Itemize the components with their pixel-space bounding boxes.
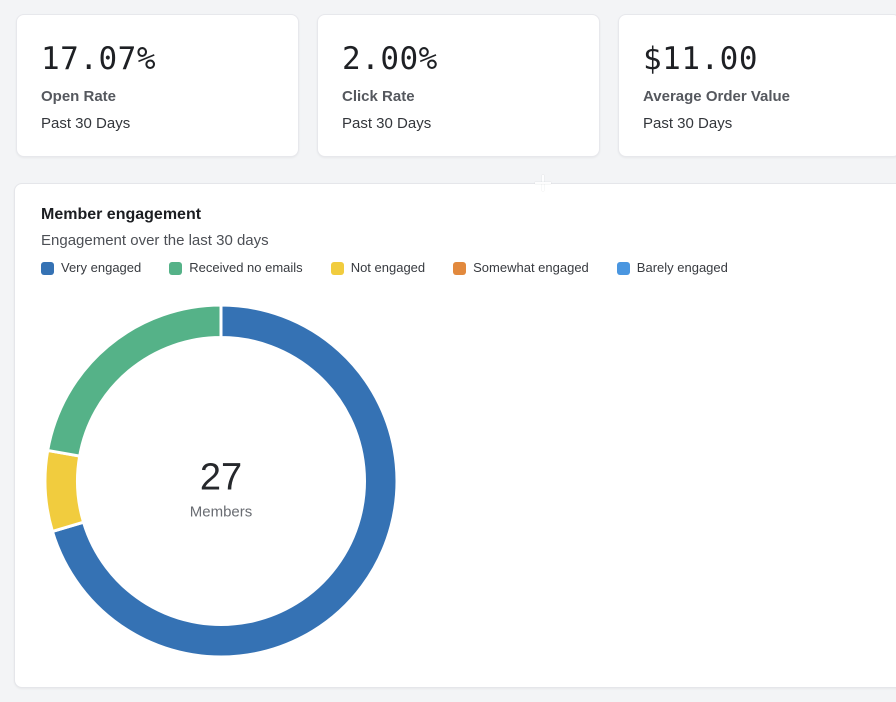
- legend-swatch-very-engaged: [41, 261, 54, 275]
- legend-item-somewhat-engaged[interactable]: Somewhat engaged: [453, 260, 589, 276]
- donut-segment-not-engaged[interactable]: [43, 448, 86, 533]
- member-engagement-card: Member engagement Engagement over the la…: [14, 183, 896, 688]
- legend-swatch-not-engaged: [330, 261, 344, 275]
- card-subtitle: Engagement over the last 30 days: [41, 232, 269, 249]
- donut-segment-received-no-emails[interactable]: [46, 303, 223, 458]
- average-order-value-period: Past 30 Days: [643, 115, 733, 132]
- legend-item-very-engaged[interactable]: Very engaged: [41, 260, 141, 276]
- legend-label: Received no emails: [189, 260, 303, 275]
- legend-item-received-no-emails[interactable]: Received no emails: [169, 260, 303, 276]
- open-rate-value: 17.07%: [41, 41, 156, 77]
- stat-card-open-rate: 17.07% Open Rate Past 30 Days: [16, 14, 299, 157]
- legend-swatch-barely-engaged: [616, 261, 630, 275]
- donut-segment-very-engaged[interactable]: [50, 303, 399, 659]
- click-rate-label: Click Rate: [342, 88, 415, 105]
- open-rate-label: Open Rate: [41, 88, 117, 105]
- legend-label: Somewhat engaged: [473, 260, 589, 275]
- legend-swatch-received-no-emails: [169, 261, 183, 275]
- card-title: Member engagement: [41, 206, 202, 223]
- legend-label: Very engaged: [61, 260, 142, 275]
- click-rate-value: 2.00%: [342, 41, 438, 77]
- chart-legend: Very engaged Received no emails Not enga…: [41, 260, 877, 276]
- legend-swatch-somewhat-engaged: [453, 261, 467, 275]
- click-rate-period: Past 30 Days: [342, 115, 432, 132]
- donut-chart: [43, 303, 399, 659]
- legend-label: Barely engaged: [636, 260, 728, 275]
- legend-item-barely-engaged[interactable]: Barely engaged: [616, 260, 728, 276]
- average-order-value: $11.00: [643, 41, 758, 77]
- open-rate-period: Past 30 Days: [41, 115, 131, 132]
- stat-card-average-order-value: $11.00 Average Order Value Past 30 Days: [618, 14, 896, 157]
- donut-chart-area: 27 Members: [43, 303, 399, 659]
- legend-item-not-engaged[interactable]: Not engaged: [330, 260, 426, 276]
- average-order-value-label: Average Order Value: [643, 88, 791, 105]
- stats-row: 17.07% Open Rate Past 30 Days 2.00% Clic…: [0, 0, 896, 157]
- stat-card-click-rate: 2.00% Click Rate Past 30 Days: [317, 14, 600, 157]
- legend-label: Not engaged: [350, 260, 426, 275]
